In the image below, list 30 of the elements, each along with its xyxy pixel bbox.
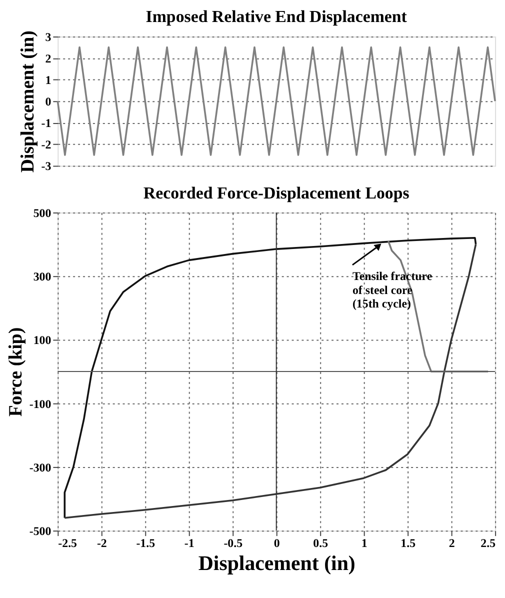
y-tick-label: 0 — [45, 94, 52, 109]
chart-title: Recorded Force-Displacement Loops — [143, 184, 410, 203]
y-tick-label: 3 — [45, 30, 52, 44]
x-tick-label: -2.5 — [58, 536, 78, 550]
y-tick-label: 1 — [45, 73, 52, 88]
x-tick-label: 0 — [274, 536, 280, 550]
x-tick-label: 1.5 — [400, 536, 416, 550]
y-tick-label: -500 — [29, 524, 52, 538]
x-tick-label: 1 — [361, 536, 368, 550]
x-tick-label: 2 — [448, 536, 455, 550]
y-tick-label: -2 — [41, 138, 52, 152]
annotation: Tensile fracture of steel core (15th cycle) — [352, 268, 432, 311]
chart-title: Imposed Relative End Displacement — [146, 7, 408, 26]
y-tick-label: 300 — [33, 270, 52, 284]
x-tick-label: -0.5 — [224, 536, 243, 550]
x-tick-label: 0.5 — [313, 536, 328, 550]
y-tick-label: 100 — [33, 333, 52, 348]
y-tick-label: -100 — [29, 396, 52, 411]
y-tick-label: -1 — [41, 116, 52, 130]
x-tick-label: -1 — [184, 536, 194, 550]
y-axis-title: Displacement (in) — [17, 30, 38, 173]
y-tick-label: -300 — [29, 460, 52, 474]
y-tick-label: 2 — [45, 52, 52, 66]
y-tick-label: 500 — [33, 206, 52, 220]
x-tick-label: -2 — [96, 536, 107, 550]
y-tick-label: -3 — [41, 159, 52, 174]
x-tick-label: 2.5 — [480, 536, 496, 550]
x-tick-label: -1.5 — [136, 536, 156, 550]
y-axis-title: Force (kip) — [5, 327, 26, 417]
x-axis-title: Displacement (in) — [198, 550, 356, 575]
